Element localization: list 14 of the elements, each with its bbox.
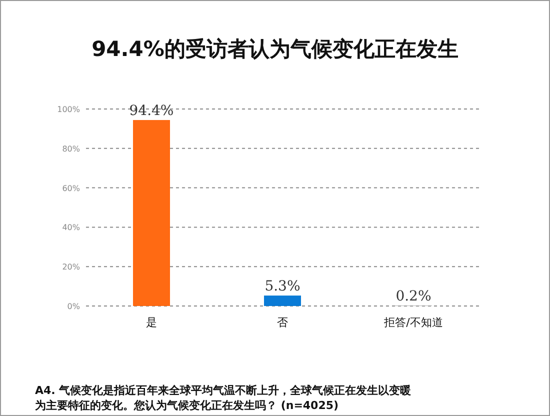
data-label: 5.3% [264, 278, 300, 295]
x-tick-label: 否 [277, 316, 288, 329]
y-tick-label: 80% [62, 144, 80, 154]
data-label: 94.4% [129, 103, 174, 120]
y-tick-label: 40% [62, 223, 80, 232]
x-tick-label: 拒答/不知道 [383, 316, 443, 329]
y-tick-label: 20% [62, 262, 80, 272]
data-label: 0.2% [396, 288, 432, 305]
title: 94.4%的受访者认为气候变化正在发生 [90, 36, 460, 63]
x-tick-label: 是 [146, 316, 157, 329]
y-tick-label: 0% [67, 302, 80, 311]
y-tick-label: 100% [57, 105, 80, 114]
annotation: A4. 气候变化是指近百年来全球平均气温不断上升，全球气候正在发生以变暖为主要特征的变化。您认为气候变化正在发生吗？ (n=4025) [35, 383, 412, 413]
y-tick-label: 60% [62, 184, 80, 193]
